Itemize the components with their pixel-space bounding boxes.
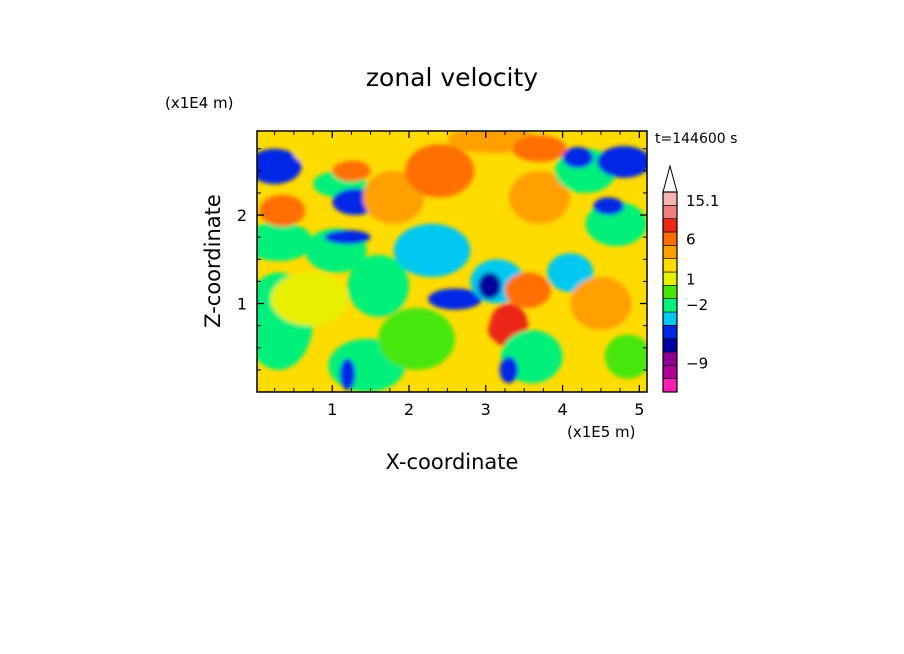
field-region bbox=[604, 334, 647, 379]
colorbar-segment bbox=[662, 351, 678, 366]
field-region bbox=[499, 356, 519, 384]
colorbar-segment bbox=[662, 231, 678, 246]
colorbar-segment bbox=[662, 258, 678, 273]
colorbar-segment bbox=[662, 218, 678, 233]
x-tick-label: 5 bbox=[634, 400, 644, 419]
field-region bbox=[547, 253, 594, 293]
field-region bbox=[478, 272, 502, 300]
field-region bbox=[293, 139, 356, 167]
field-region bbox=[488, 319, 507, 341]
y-axis-ticks: 12 bbox=[237, 148, 647, 371]
y-tick-label: 2 bbox=[237, 206, 247, 225]
x-tick-label: 1 bbox=[327, 400, 337, 419]
colorbar-label: −9 bbox=[686, 355, 708, 373]
field-region bbox=[257, 148, 302, 185]
time-annotation: t=144600 s bbox=[655, 131, 737, 147]
field-region bbox=[508, 170, 571, 224]
plot-area bbox=[257, 131, 647, 392]
x-tick-label: 4 bbox=[557, 400, 567, 419]
colorbar-segment bbox=[662, 311, 678, 326]
colorbar-segment bbox=[662, 365, 678, 379]
field-region bbox=[347, 254, 410, 317]
field-region bbox=[332, 160, 371, 182]
field-region bbox=[259, 194, 306, 227]
colorbar-segment bbox=[662, 338, 678, 353]
field-contours bbox=[257, 131, 647, 392]
field-region bbox=[324, 230, 371, 245]
colorbar-segment bbox=[662, 245, 678, 259]
colorbar-segment bbox=[662, 205, 678, 219]
chart-title: zonal velocity bbox=[366, 63, 538, 92]
field-region bbox=[362, 170, 425, 224]
colorbar-extend-arrow bbox=[662, 164, 678, 193]
field-region bbox=[504, 272, 552, 308]
colorbar-segment bbox=[662, 298, 678, 313]
x-tick-label: 3 bbox=[481, 400, 491, 419]
colorbar-label: 1 bbox=[686, 271, 696, 289]
colorbar-label: 15.1 bbox=[686, 192, 719, 210]
field-region bbox=[512, 135, 567, 162]
colorbar-frame bbox=[662, 191, 678, 393]
field-region bbox=[378, 307, 456, 370]
x-tick-label: 2 bbox=[404, 400, 414, 419]
field-region bbox=[593, 197, 624, 216]
x-unit-label: (x1E5 m) bbox=[567, 423, 636, 441]
field-region bbox=[270, 272, 348, 326]
field-region bbox=[257, 222, 314, 262]
field-region bbox=[562, 146, 594, 169]
colorbar-segment bbox=[662, 285, 678, 299]
field-region bbox=[339, 358, 356, 391]
colorbar: 15.1 6 1 −2 −9 bbox=[662, 164, 719, 393]
y-axis-label: Z-coordinate bbox=[201, 194, 225, 328]
colorbar-segment bbox=[662, 325, 678, 339]
colorbar-label: 6 bbox=[686, 231, 696, 249]
field-region bbox=[428, 288, 482, 310]
colorbar-label: −2 bbox=[686, 296, 708, 314]
colorbar-segment bbox=[662, 378, 678, 393]
y-unit-label: (x1E4 m) bbox=[165, 94, 234, 112]
x-axis-label: X-coordinate bbox=[386, 450, 519, 474]
plot-frame bbox=[256, 130, 648, 393]
colorbar-segment bbox=[662, 191, 678, 206]
field-region bbox=[570, 276, 632, 331]
x-axis-ticks: 1 2 3 4 5 bbox=[274, 131, 644, 419]
field-region bbox=[393, 223, 471, 277]
field-region bbox=[405, 144, 475, 198]
field-region bbox=[597, 146, 647, 178]
y-tick-label: 1 bbox=[237, 295, 247, 314]
colorbar-segment bbox=[662, 271, 678, 286]
